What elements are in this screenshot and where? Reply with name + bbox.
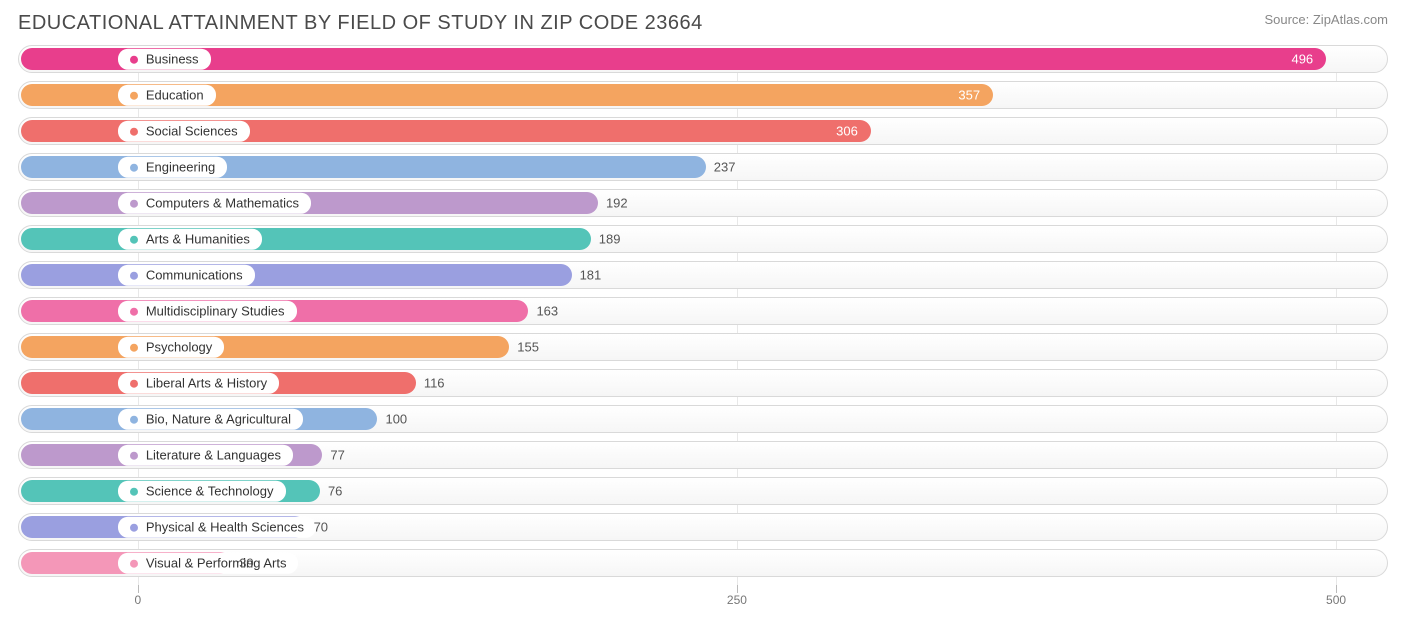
category-label: Literature & Languages <box>146 447 281 462</box>
category-pill: Literature & Languages <box>118 445 293 466</box>
legend-dot <box>130 523 138 531</box>
bar-value: 189 <box>599 232 621 247</box>
bar-value: 306 <box>836 124 858 139</box>
category-label: Multidisciplinary Studies <box>146 303 285 318</box>
category-label: Communications <box>146 267 243 282</box>
legend-dot <box>130 235 138 243</box>
bar-value: 192 <box>606 196 628 211</box>
category-label: Bio, Nature & Agricultural <box>146 411 291 426</box>
bar-row: Literature & Languages 77 <box>18 441 1388 469</box>
bar-fill <box>21 336 509 358</box>
bar-row: Education 357 <box>18 81 1388 109</box>
bar-value: 70 <box>314 520 328 535</box>
legend-dot <box>130 199 138 207</box>
legend-dot <box>130 487 138 495</box>
legend-dot <box>130 415 138 423</box>
bar-chart: Business 496 Education 357 Social Sciences 30… <box>18 45 1388 609</box>
category-label: Liberal Arts & History <box>146 375 267 390</box>
bar-row: Computers & Mathematics 192 <box>18 189 1388 217</box>
legend-dot <box>130 55 138 63</box>
category-pill: Bio, Nature & Agricultural <box>118 409 303 430</box>
legend-dot <box>130 451 138 459</box>
x-tick-label: 0 <box>134 593 141 607</box>
bar-row: Psychology 155 <box>18 333 1388 361</box>
category-label: Physical & Health Sciences <box>146 519 304 534</box>
category-pill: Computers & Mathematics <box>118 193 311 214</box>
legend-dot <box>130 91 138 99</box>
chart-title: EDUCATIONAL ATTAINMENT BY FIELD OF STUDY… <box>18 12 703 35</box>
category-label: Computers & Mathematics <box>146 195 299 210</box>
category-pill: Arts & Humanities <box>118 229 262 250</box>
bar-value: 357 <box>958 88 980 103</box>
bar-value: 76 <box>328 484 342 499</box>
bar-row: Social Sciences 306 <box>18 117 1388 145</box>
x-tick <box>138 585 139 593</box>
bar-value: 39 <box>239 556 253 571</box>
legend-dot <box>130 271 138 279</box>
bar-value: 237 <box>714 160 736 175</box>
bar-row: Arts & Humanities 189 <box>18 225 1388 253</box>
category-pill: Education <box>118 85 216 106</box>
category-pill: Engineering <box>118 157 227 178</box>
category-pill: Physical & Health Sciences <box>118 517 316 538</box>
bar-value: 100 <box>385 412 407 427</box>
x-axis: 0 250 500 <box>18 585 1388 609</box>
bar-row: Visual & Performing Arts39 <box>18 549 1388 577</box>
bar-row: Bio, Nature & Agricultural 100 <box>18 405 1388 433</box>
category-pill: Visual & Performing Arts <box>118 553 299 574</box>
x-tick <box>737 585 738 593</box>
category-pill: Psychology <box>118 337 224 358</box>
chart-header: EDUCATIONAL ATTAINMENT BY FIELD OF STUDY… <box>18 12 1388 35</box>
category-label: Science & Technology <box>146 483 274 498</box>
bar-fill <box>21 264 572 286</box>
bar-row: Science & Technology 76 <box>18 477 1388 505</box>
category-label: Psychology <box>146 339 212 354</box>
category-label: Arts & Humanities <box>146 231 250 246</box>
bar-value: 163 <box>536 304 558 319</box>
bar-fill <box>21 48 1326 70</box>
legend-dot <box>130 163 138 171</box>
bar-row: Physical & Health Sciences 70 <box>18 513 1388 541</box>
category-label: Social Sciences <box>146 123 238 138</box>
legend-dot <box>130 343 138 351</box>
legend-dot <box>130 379 138 387</box>
bar-value: 116 <box>424 376 445 391</box>
bar-row: Communications 181 <box>18 261 1388 289</box>
legend-dot <box>130 307 138 315</box>
category-label: Education <box>146 87 204 102</box>
category-pill: Science & Technology <box>118 481 286 502</box>
x-tick <box>1336 585 1337 593</box>
category-pill: Social Sciences <box>118 121 250 142</box>
bar-group: Business 496 Education 357 Social Sciences 30… <box>18 45 1388 577</box>
bar-value: 496 <box>1291 52 1313 67</box>
category-pill: Business <box>118 49 211 70</box>
bar-row: Multidisciplinary Studies 163 <box>18 297 1388 325</box>
bar-row: Engineering 237 <box>18 153 1388 181</box>
chart-source: Source: ZipAtlas.com <box>1264 12 1388 27</box>
category-pill: Multidisciplinary Studies <box>118 301 297 322</box>
legend-dot <box>130 127 138 135</box>
bar-value: 77 <box>330 448 344 463</box>
bar-fill <box>21 228 591 250</box>
category-label: Business <box>146 51 199 66</box>
category-pill: Liberal Arts & History <box>118 373 279 394</box>
bar-value: 155 <box>517 340 539 355</box>
x-tick-label: 500 <box>1326 593 1346 607</box>
bar-value: 181 <box>580 268 602 283</box>
legend-dot <box>130 559 138 567</box>
bar-row: Business 496 <box>18 45 1388 73</box>
bar-row: Liberal Arts & History 116 <box>18 369 1388 397</box>
x-tick-label: 250 <box>727 593 747 607</box>
category-pill: Communications <box>118 265 255 286</box>
category-label: Engineering <box>146 159 215 174</box>
category-label: Visual & Performing Arts <box>146 555 287 570</box>
